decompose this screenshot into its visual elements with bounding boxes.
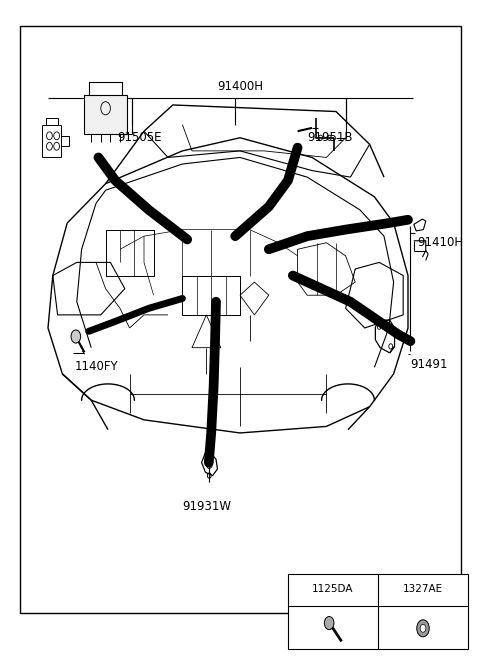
Text: 1327AE: 1327AE — [403, 584, 443, 594]
Text: 91931W: 91931W — [182, 500, 231, 513]
Text: 91410H: 91410H — [418, 236, 464, 249]
Text: 91400H: 91400H — [217, 80, 263, 93]
Text: 1140FY: 1140FY — [74, 359, 118, 373]
Polygon shape — [84, 95, 127, 134]
Circle shape — [417, 620, 429, 637]
Text: 91951B: 91951B — [307, 131, 353, 144]
Circle shape — [420, 625, 426, 632]
Text: 1125DA: 1125DA — [312, 584, 354, 594]
Polygon shape — [288, 574, 468, 649]
Circle shape — [71, 330, 81, 343]
Text: 91491: 91491 — [410, 358, 448, 371]
Circle shape — [324, 617, 334, 630]
Text: 91505E: 91505E — [118, 131, 162, 144]
